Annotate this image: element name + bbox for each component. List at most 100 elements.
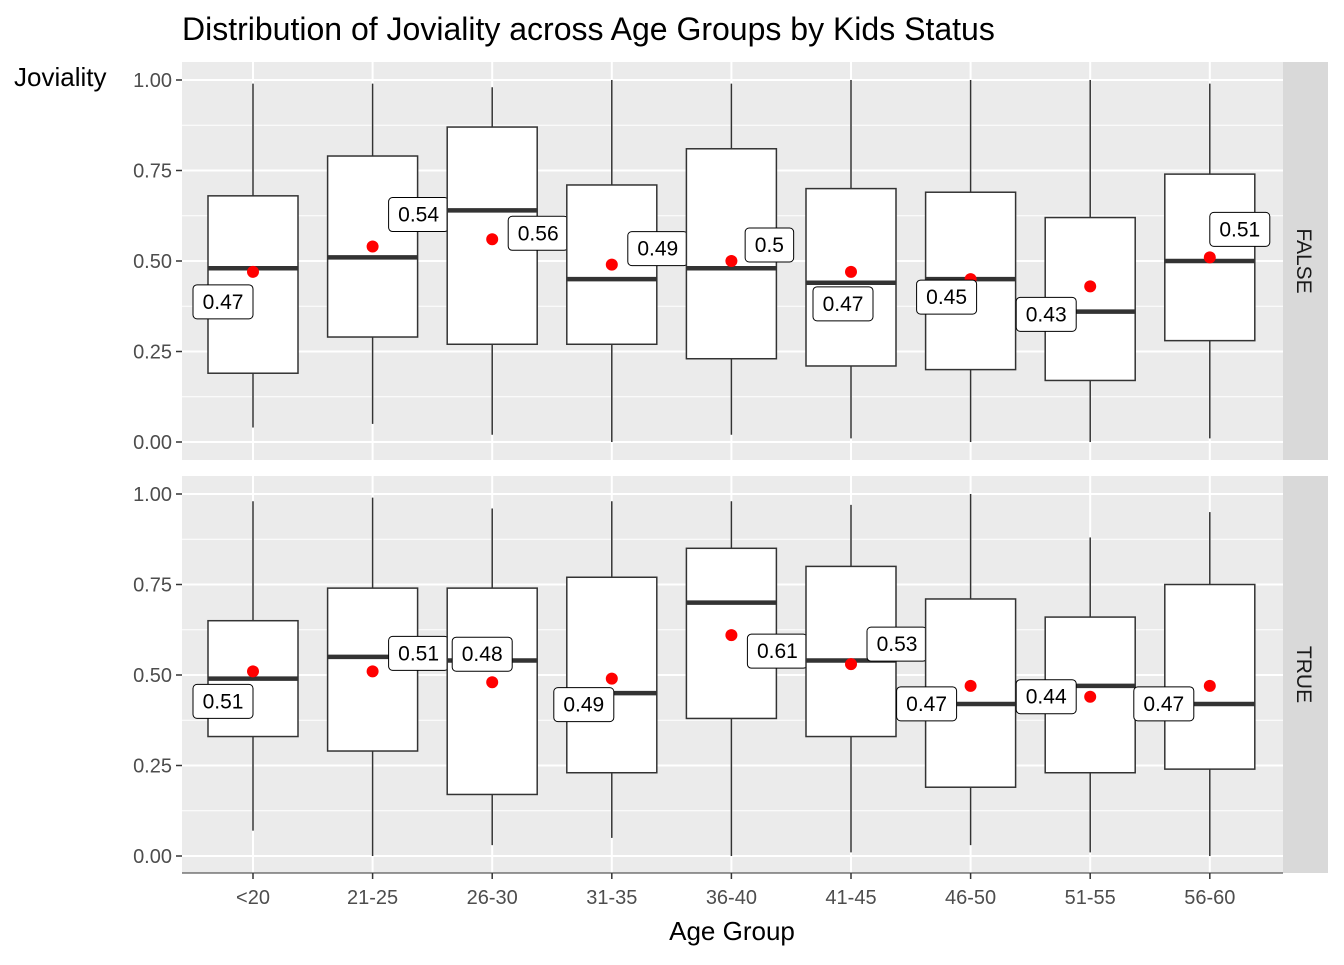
box-group-<20: 0.51 xyxy=(192,501,299,831)
iqr-box xyxy=(446,587,538,796)
x-tick-label: 56-60 xyxy=(1184,887,1235,909)
mean-label-box xyxy=(812,286,874,322)
x-tick-label: 21-25 xyxy=(347,887,398,909)
x-axis: <20 21-25 26-30 31-35 36-40 41-45 46-50 51-55 56… xyxy=(182,872,1283,909)
mean-label-text: 0.45 xyxy=(926,286,967,309)
mean-label-box xyxy=(553,687,615,723)
box-group-51-55: 0.44 xyxy=(1015,537,1136,853)
x-tick-label: 36-40 xyxy=(706,887,757,909)
box-group-56-60: 0.47 xyxy=(1133,512,1256,856)
y-tick-label: 0.50 xyxy=(133,665,172,687)
mean-label-text: 0.47 xyxy=(203,291,244,314)
box-group-31-35: 0.49 xyxy=(566,80,689,442)
facet-panel-true: 0.00 0.25 0.50 0.75 1.00 TRUE 0.51 0.51 0.48 0.49… xyxy=(133,476,1328,873)
mean-label-box xyxy=(1015,679,1077,715)
mean-point xyxy=(605,672,618,685)
x-tick-label: 41-45 xyxy=(825,887,876,909)
mean-label: 0.51 xyxy=(388,635,450,671)
y-tick-label: 0.00 xyxy=(133,846,172,868)
mean-label: 0.43 xyxy=(1015,296,1077,332)
box-group-26-30: 0.56 xyxy=(446,87,569,435)
iqr-box xyxy=(1164,583,1256,770)
mean-label-text: 0.51 xyxy=(1219,218,1260,241)
x-tick-label: <20 xyxy=(236,887,270,909)
mean-point xyxy=(845,265,857,278)
mean-point xyxy=(1084,280,1097,293)
mean-point xyxy=(247,265,259,278)
mean-label-box xyxy=(1209,211,1271,247)
mean-label: 0.47 xyxy=(812,286,874,322)
mean-label-text: 0.61 xyxy=(757,640,798,663)
mean-label-text: 0.56 xyxy=(518,222,559,245)
facet-strip xyxy=(1283,476,1328,873)
mean-point xyxy=(964,679,977,692)
mean-label: 0.44 xyxy=(1015,679,1077,715)
mean-point xyxy=(1084,690,1097,703)
mean-label-text: 0.51 xyxy=(203,690,244,713)
mean-label: 0.45 xyxy=(916,279,978,315)
box-group-31-35: 0.49 xyxy=(553,501,658,838)
panels-layer: 0.00 0.25 0.50 0.75 1.00 FALSE 0.47 0.54 0.56 0.4… xyxy=(133,62,1328,873)
facet-panel-false: 0.00 0.25 0.50 0.75 1.00 FALSE 0.47 0.54 0.56 0.4… xyxy=(133,62,1328,460)
mean-label-text: 0.47 xyxy=(906,693,947,716)
mean-point xyxy=(486,233,499,246)
facet-strip-label: TRUE xyxy=(1292,646,1315,703)
mean-label: 0.51 xyxy=(1209,211,1271,247)
mean-label-text: 0.5 xyxy=(755,234,784,257)
mean-label-text: 0.47 xyxy=(1143,693,1184,716)
mean-point xyxy=(486,676,499,689)
y-tick-label: 0.25 xyxy=(133,756,172,778)
facet-strip xyxy=(1283,62,1328,460)
mean-point xyxy=(366,665,379,678)
box-group-21-25: 0.51 xyxy=(326,497,450,856)
mean-label: 0.49 xyxy=(553,687,615,723)
x-tick-label: 51-55 xyxy=(1065,887,1116,909)
mean-label: 0.47 xyxy=(1133,686,1195,722)
mean-label-box xyxy=(451,636,513,672)
mean-label-box xyxy=(744,227,795,263)
mean-point xyxy=(247,665,259,678)
box-group-26-30: 0.48 xyxy=(446,508,538,846)
mean-label: 0.51 xyxy=(192,683,254,719)
y-tick-label: 0.25 xyxy=(133,342,172,364)
mean-label: 0.54 xyxy=(388,197,450,233)
box-group-<20: 0.47 xyxy=(192,83,299,428)
mean-point xyxy=(725,629,738,642)
x-tick-label: 26-30 xyxy=(467,887,518,909)
mean-label: 0.47 xyxy=(192,284,254,320)
mean-point xyxy=(725,255,738,267)
box-group-36-40: 0.5 xyxy=(685,83,795,435)
y-tick-label: 0.75 xyxy=(133,575,172,597)
mean-label-text: 0.53 xyxy=(877,633,918,656)
mean-label: 0.61 xyxy=(746,633,808,669)
mean-label: 0.49 xyxy=(627,231,689,267)
mean-label: 0.53 xyxy=(866,626,928,662)
mean-label-box xyxy=(192,284,254,320)
mean-point xyxy=(845,658,857,671)
mean-point xyxy=(366,240,379,253)
facet-strip-label: FALSE xyxy=(1292,228,1315,293)
mean-label-box xyxy=(1015,296,1077,332)
mean-label-text: 0.47 xyxy=(823,293,864,316)
chart-title: Distribution of Joviality across Age Gro… xyxy=(182,11,995,47)
mean-label: 0.5 xyxy=(744,227,795,263)
mean-label-text: 0.44 xyxy=(1026,686,1067,709)
mean-label-text: 0.51 xyxy=(398,642,439,665)
box-group-56-60: 0.51 xyxy=(1164,83,1271,439)
mean-point xyxy=(1203,251,1216,264)
mean-point xyxy=(605,258,618,271)
mean-label-text: 0.43 xyxy=(1026,303,1067,326)
x-axis-title: Age Group xyxy=(669,916,795,946)
y-tick-label: 0.50 xyxy=(133,251,172,273)
y-tick-label: 0.00 xyxy=(133,432,172,454)
mean-label-box xyxy=(1133,686,1195,722)
y-axis-title: Joviality xyxy=(14,62,106,92)
box-group-51-55: 0.43 xyxy=(1015,80,1136,442)
iqr-box xyxy=(566,576,658,774)
box-group-46-50: 0.47 xyxy=(896,494,1017,846)
mean-label: 0.56 xyxy=(507,215,569,251)
mean-label-box xyxy=(192,683,254,719)
mean-label-text: 0.48 xyxy=(462,643,503,666)
